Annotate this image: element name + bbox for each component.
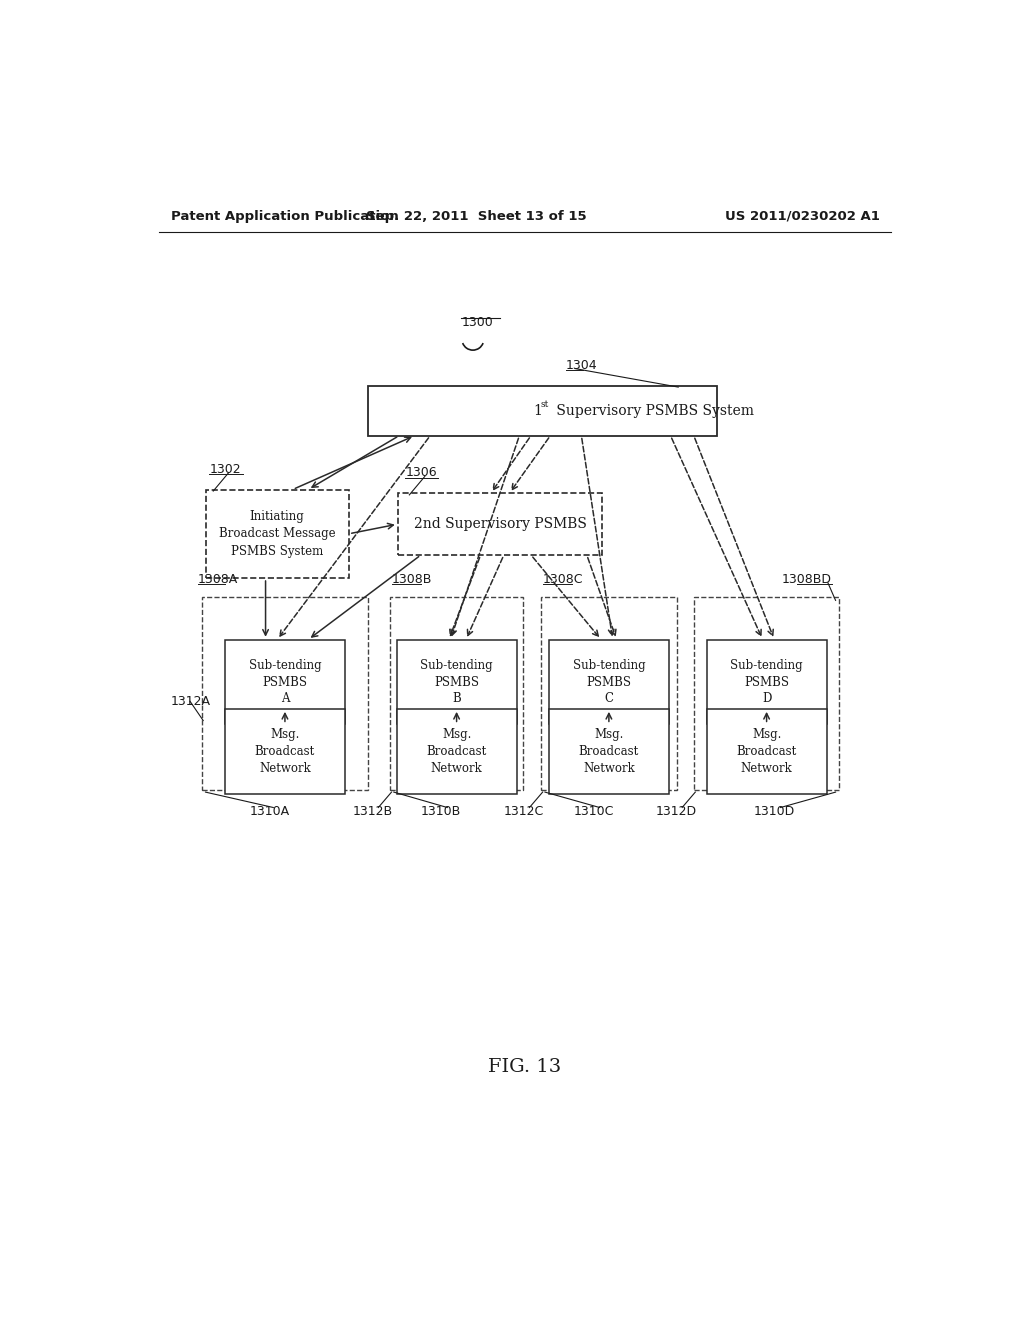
Text: Msg.
Broadcast
Network: Msg. Broadcast Network: [736, 727, 797, 775]
Text: FIG. 13: FIG. 13: [488, 1059, 561, 1076]
Bar: [707, 709, 826, 793]
Text: 1310C: 1310C: [573, 805, 613, 818]
Bar: [369, 385, 717, 436]
Text: Sub-tending
PSMBS
B: Sub-tending PSMBS B: [420, 659, 493, 705]
Text: 1304: 1304: [566, 359, 597, 372]
Bar: [396, 640, 517, 725]
Text: 1308A: 1308A: [198, 573, 238, 586]
Text: 1312C: 1312C: [504, 805, 544, 818]
Bar: [396, 709, 517, 793]
Bar: [206, 490, 349, 578]
Bar: [225, 709, 345, 793]
Text: 2nd Supervisory PSMBS: 2nd Supervisory PSMBS: [414, 517, 587, 531]
Text: 1310A: 1310A: [250, 805, 290, 818]
Text: Supervisory PSMBS System: Supervisory PSMBS System: [552, 404, 754, 417]
Bar: [397, 494, 602, 554]
Bar: [693, 597, 840, 789]
Text: Msg.
Broadcast
Network: Msg. Broadcast Network: [579, 727, 639, 775]
Text: Sub-tending
PSMBS
A: Sub-tending PSMBS A: [249, 659, 322, 705]
Text: Msg.
Broadcast
Network: Msg. Broadcast Network: [426, 727, 486, 775]
Text: Sep. 22, 2011  Sheet 13 of 15: Sep. 22, 2011 Sheet 13 of 15: [367, 210, 587, 223]
Text: 1: 1: [534, 404, 543, 417]
Bar: [390, 597, 523, 789]
Text: st: st: [541, 400, 549, 409]
Bar: [707, 640, 826, 725]
Text: 1310B: 1310B: [421, 805, 461, 818]
Text: 1312B: 1312B: [353, 805, 393, 818]
Text: 1312A: 1312A: [171, 694, 211, 708]
Text: 1300: 1300: [461, 317, 493, 329]
Text: Sub-tending
PSMBS
C: Sub-tending PSMBS C: [572, 659, 645, 705]
Text: Initiating
Broadcast Message
PSMBS System: Initiating Broadcast Message PSMBS Syste…: [219, 510, 336, 558]
Bar: [541, 597, 677, 789]
Text: 1310D: 1310D: [754, 805, 795, 818]
Text: 1308C: 1308C: [543, 573, 583, 586]
Text: 1308BD: 1308BD: [781, 573, 831, 586]
Bar: [225, 640, 345, 725]
Text: 1312D: 1312D: [656, 805, 697, 818]
Text: Msg.
Broadcast
Network: Msg. Broadcast Network: [255, 727, 315, 775]
Bar: [549, 640, 669, 725]
Text: 1306: 1306: [406, 466, 437, 479]
Text: Sub-tending
PSMBS
D: Sub-tending PSMBS D: [730, 659, 803, 705]
Text: Patent Application Publication: Patent Application Publication: [171, 210, 398, 223]
Bar: [202, 597, 369, 789]
Text: US 2011/0230202 A1: US 2011/0230202 A1: [725, 210, 880, 223]
Bar: [549, 709, 669, 793]
Text: 1308B: 1308B: [391, 573, 432, 586]
Text: 1302: 1302: [209, 462, 241, 475]
